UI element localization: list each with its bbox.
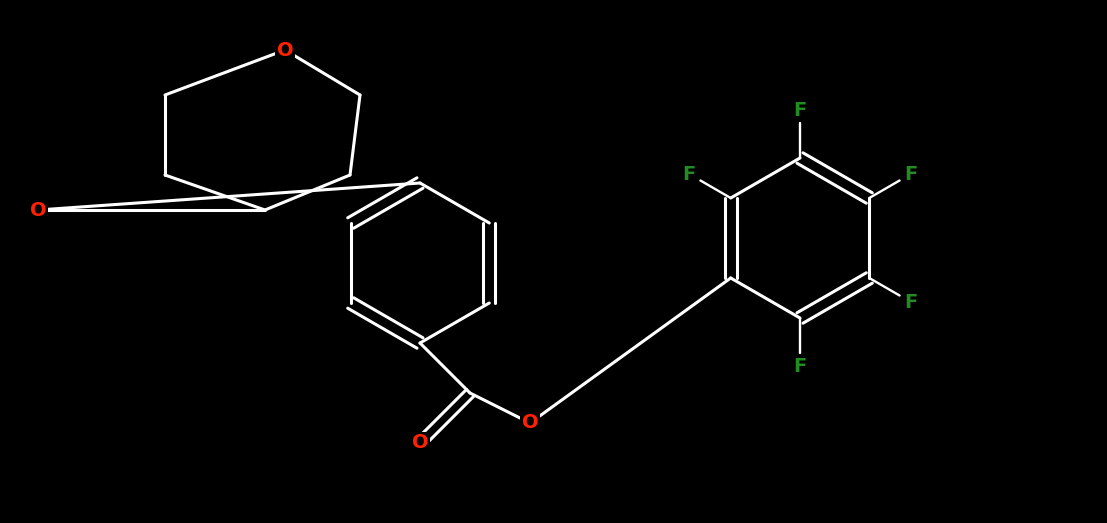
Text: F: F [683, 165, 696, 184]
Text: F: F [794, 357, 807, 376]
Text: F: F [904, 292, 918, 312]
Text: O: O [277, 40, 293, 60]
Text: F: F [904, 165, 918, 184]
Text: O: O [412, 434, 428, 452]
Text: F: F [794, 100, 807, 119]
Text: O: O [521, 414, 538, 433]
Text: O: O [30, 200, 46, 220]
